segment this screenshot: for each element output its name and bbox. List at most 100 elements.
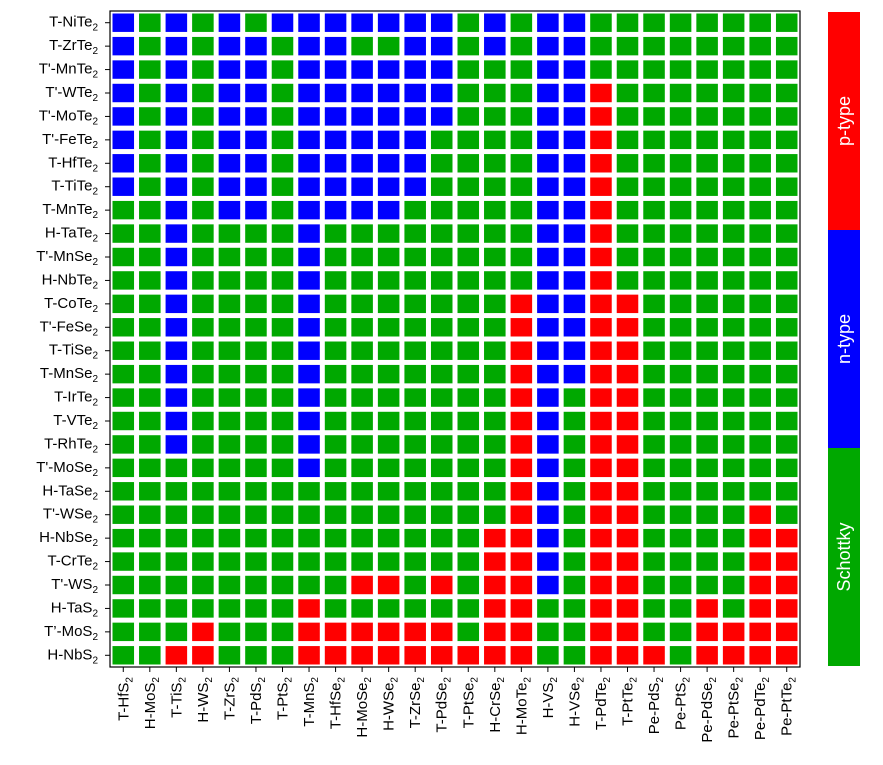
heatmap-cell: T'-MnSe2 / T-TiS2: n-type: [165, 247, 188, 267]
heatmap-cell: T-TiSe2 / T-ZrS2: Schottky: [218, 341, 241, 360]
heatmap-cell: H-TaTe2 / T-ZrS2: Schottky: [218, 224, 241, 243]
row-label: T-HfTe2: [48, 154, 98, 174]
heatmap-cell: T'-MoTe2 / Pe-PtTe2: Schottky: [775, 107, 798, 126]
heatmap-cell: T’-MoS2 / H-CrSe2: p-type: [484, 622, 506, 642]
heatmap-cell: T-MnSe2 / T-HfS2: Schottky: [112, 364, 135, 384]
heatmap-cell: T-CrTe2 / T-PdSe2: Schottky: [430, 552, 453, 571]
heatmap-cell: T'-FeTe2 / T-PdS2: n-type: [245, 130, 267, 150]
heatmap-cell: T'-MnSe2 / H-WSe2: Schottky: [377, 247, 400, 267]
heatmap-cell: H-TaS2 / H-MoS2: Schottky: [139, 599, 161, 618]
heatmap-cell: T'-MnSe2 / T-MnS2: n-type: [298, 247, 320, 267]
heatmap-cell: T'-WTe2 / H-MoTe2: Schottky: [510, 83, 533, 103]
heatmap-cell: T’-MoS2 / T-PdTe2: p-type: [590, 622, 612, 642]
heatmap-cell: H-NbTe2 / T-PdS2: Schottky: [245, 271, 267, 290]
heatmap-cell: T'-FeTe2 / T-PdSe2: Schottky: [430, 130, 453, 150]
heatmap-cell: T-ZrTe2 / H-MoSe2: Schottky: [351, 36, 373, 56]
heatmap-cell: T'-FeSe2 / H-WSe2: Schottky: [377, 318, 400, 337]
column-label: T-PdSe2: [434, 677, 454, 733]
heatmap-cell: T'-MnSe2 / T-PdS2: Schottky: [245, 247, 267, 267]
heatmap-cell: T'-WS2 / H-MoTe2: p-type: [510, 575, 533, 595]
heatmap-cell: T-CoTe2 / Pe-PtTe2: Schottky: [775, 294, 798, 314]
heatmap-cell: T-TiSe2 / H-WSe2: Schottky: [377, 341, 400, 360]
heatmap-cell: H-TaS2 / T-PtS2: Schottky: [271, 599, 294, 618]
heatmap-cell: T-TiSe2 / H-VSe2: n-type: [563, 341, 586, 360]
heatmap-cell: T’-MoS2 / H-MoTe2: p-type: [510, 622, 533, 642]
heatmap-cell: H-TaTe2 / Pe-PdTe2: Schottky: [749, 224, 771, 243]
heatmap-cell: T’-MoS2 / Pe-PtSe2: p-type: [722, 622, 745, 642]
legend-segment: [828, 12, 860, 230]
heatmap-cell: T'-WTe2 / T-PtSe2: Schottky: [457, 83, 480, 103]
heatmap-cell: T'-MoTe2 / T-ZrS2: n-type: [218, 107, 241, 126]
heatmap-cell: T'-FeTe2 / H-WSe2: n-type: [377, 130, 400, 150]
heatmap-cell: H-TaS2 / Pe-PtSe2: Schottky: [722, 599, 745, 618]
heatmap-cell: T-MnSe2 / T-PdTe2: p-type: [590, 364, 612, 384]
heatmap-cell: T'-MnTe2 / T-PdSe2: n-type: [430, 60, 453, 79]
heatmap-cell: H-TaSe2 / H-WSe2: Schottky: [377, 482, 400, 501]
heatmap-cell: T'-WSe2 / T-HfSe2: Schottky: [324, 505, 347, 524]
heatmap-cell: T-IrTe2 / T-HfSe2: Schottky: [324, 388, 347, 407]
heatmap-cell: T-VTe2 / H-MoTe2: p-type: [510, 411, 533, 431]
heatmap-cell: T'-FeTe2 / H-VSe2: n-type: [563, 130, 586, 150]
heatmap-cell: T-TiSe2 / Pe-PtS2: Schottky: [669, 341, 692, 360]
heatmap-cell: T-VTe2 / H-VSe2: Schottky: [563, 411, 586, 431]
heatmap-cell: H-TaSe2 / H-VSe2: Schottky: [563, 482, 586, 501]
heatmap-cell: H-NbS2 / Pe-PdS2: p-type: [643, 646, 665, 665]
heatmap-cell: T-TiSe2 / T-MnS2: n-type: [298, 341, 320, 360]
heatmap-cell: T-ZrTe2 / H-WS2: Schottky: [192, 36, 214, 56]
heatmap-cell: H-NbSe2 / T-ZrSe2: Schottky: [404, 528, 426, 548]
heatmap-cell: H-TaS2 / H-MoSe2: Schottky: [351, 599, 373, 618]
heatmap-cell: T'-WTe2 / T-MnS2: n-type: [298, 83, 320, 103]
heatmap-cell: T'-MoTe2 / H-VS2: n-type: [537, 107, 559, 126]
heatmap-cell: T-VTe2 / T-PdS2: Schottky: [245, 411, 267, 431]
heatmap-cell: T-NiTe2 / T-HfSe2: n-type: [324, 13, 347, 32]
heatmap-cell: T-MnSe2 / H-CrSe2: Schottky: [484, 364, 506, 384]
heatmap-cell: H-TaTe2 / H-VSe2: n-type: [563, 224, 586, 243]
heatmap-cell: H-TaSe2 / T-ZrS2: Schottky: [218, 482, 241, 501]
heatmap-cell: T-IrTe2 / H-VS2: n-type: [537, 388, 559, 407]
heatmap-cell: H-TaS2 / Pe-PtS2: Schottky: [669, 599, 692, 618]
heatmap-cell: T'-MnTe2 / H-MoSe2: n-type: [351, 60, 373, 79]
heatmap-cell: T-NiTe2 / H-VSe2: n-type: [563, 13, 586, 32]
legend-label: Schottky: [834, 522, 854, 591]
heatmap-cell: T'-WSe2 / T-PtTe2: p-type: [616, 505, 639, 524]
heatmap-cell: T'-MoSe2 / H-MoTe2: p-type: [510, 458, 533, 478]
heatmap-cell: H-TaSe2 / Pe-PdTe2: Schottky: [749, 482, 771, 501]
heatmap-cell: T-ZrTe2 / H-VSe2: n-type: [563, 36, 586, 56]
heatmap-cell: T'-MoSe2 / Pe-PdTe2: Schottky: [749, 458, 771, 478]
heatmap-cell: H-NbS2 / Pe-PtSe2: p-type: [722, 646, 745, 665]
heatmap-cell: T'-WSe2 / T-PtSe2: Schottky: [457, 505, 480, 524]
heatmap-cell: T-NiTe2 / H-MoTe2: Schottky: [510, 13, 533, 32]
heatmap-cell: T'-FeTe2 / Pe-PtTe2: Schottky: [775, 130, 798, 150]
row-label: H-TaSe2: [42, 482, 98, 502]
heatmap-cell: H-TaTe2 / H-CrSe2: Schottky: [484, 224, 506, 243]
heatmap-cell: T-CoTe2 / T-PdSe2: Schottky: [430, 294, 453, 314]
heatmap-cell: T'-MoTe2 / H-VSe2: n-type: [563, 107, 586, 126]
heatmap-cell: T'-MnTe2 / T-PdS2: n-type: [245, 60, 267, 79]
heatmap-cell: H-TaTe2 / H-MoSe2: Schottky: [351, 224, 373, 243]
heatmap-cell: T-MnTe2 / H-WS2: Schottky: [192, 200, 214, 220]
heatmap-cell: T'-WTe2 / T-PtS2: Schottky: [271, 83, 294, 103]
heatmap-cell: H-NbSe2 / T-PdS2: Schottky: [245, 528, 267, 548]
heatmap-cell: T'-WSe2 / H-MoTe2: p-type: [510, 505, 533, 524]
heatmap-cell: H-TaSe2 / H-WS2: Schottky: [192, 482, 214, 501]
heatmap-cell: H-NbTe2 / H-MoTe2: Schottky: [510, 271, 533, 290]
column-label: T-HfS2: [115, 677, 135, 721]
heatmap-cell: T-CrTe2 / T-HfS2: Schottky: [112, 552, 135, 571]
heatmap-cell: T-NiTe2 / H-WS2: Schottky: [192, 13, 214, 32]
heatmap-cell: T-IrTe2 / H-MoS2: Schottky: [139, 388, 161, 407]
heatmap-cell: T'-MoSe2 / Pe-PtS2: Schottky: [669, 458, 692, 478]
heatmap-cell: T'-MnSe2 / H-MoS2: Schottky: [139, 247, 161, 267]
column-label: T-TiS2: [168, 677, 188, 718]
heatmap-cell: H-NbTe2 / T-MnS2: n-type: [298, 271, 320, 290]
heatmap-cell: T'-WS2 / Pe-PdTe2: p-type: [749, 575, 771, 595]
heatmap-cell: T'-FeTe2 / T-MnS2: n-type: [298, 130, 320, 150]
heatmap-cell: T-VTe2 / Pe-PdS2: Schottky: [643, 411, 665, 431]
heatmap-cell: T'-FeTe2 / Pe-PdS2: Schottky: [643, 130, 665, 150]
heatmap-cell: T-CoTe2 / H-VS2: n-type: [537, 294, 559, 314]
heatmap-cell: T-ZrTe2 / T-MnS2: n-type: [298, 36, 320, 56]
heatmap-cell: T-TiTe2 / Pe-PdTe2: Schottky: [749, 177, 771, 196]
heatmap-cell: T'-WS2 / H-VS2: n-type: [537, 575, 559, 595]
heatmap-cell: T-CrTe2 / H-VSe2: Schottky: [563, 552, 586, 571]
heatmap-cell: T'-MoTe2 / Pe-PtSe2: Schottky: [722, 107, 745, 126]
heatmap-cell: T-CrTe2 / H-WS2: Schottky: [192, 552, 214, 571]
